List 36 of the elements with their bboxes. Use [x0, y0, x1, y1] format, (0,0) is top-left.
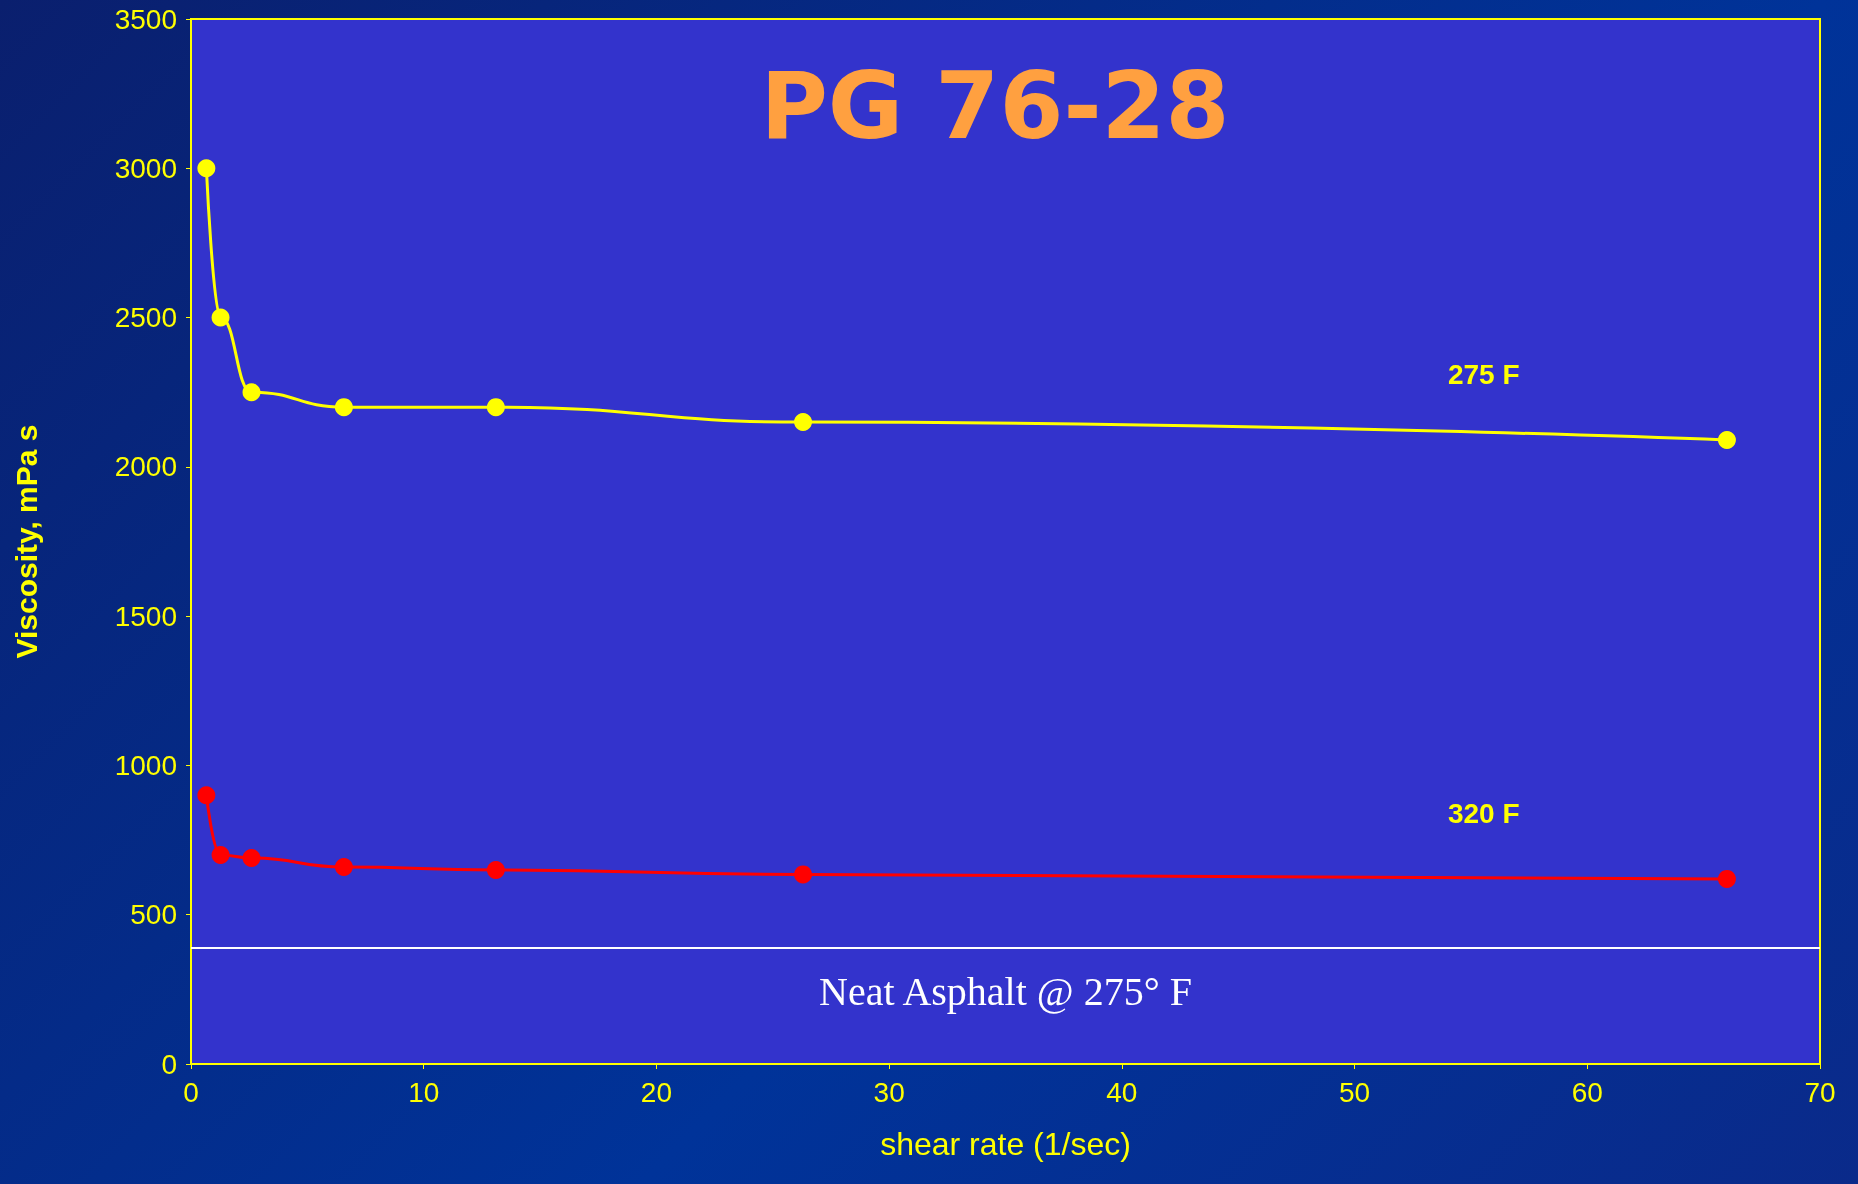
x-tick-label: 20	[640, 1076, 673, 1108]
y-tick-label: 500	[130, 899, 177, 931]
y-tick-label: 1000	[114, 749, 177, 781]
x-axis-title: shear rate (1/sec)	[880, 1126, 1131, 1162]
point	[242, 383, 261, 402]
y-tick-label: 0	[161, 1048, 177, 1080]
point	[794, 413, 813, 432]
point	[211, 846, 230, 864]
point	[1717, 869, 1736, 888]
y-tick-label: 3000	[114, 152, 177, 184]
x-tick-label: 60	[1571, 1076, 1603, 1108]
x-tick-label: 10	[408, 1076, 440, 1108]
x-tick-label: 70	[1804, 1076, 1836, 1108]
x-tick-label: 30	[873, 1076, 905, 1108]
y-tick-label: 3500	[114, 3, 177, 35]
y-tick-label: 1500	[114, 600, 177, 632]
point	[334, 398, 353, 417]
series-label: 275 F	[1447, 359, 1520, 391]
x-tick-label: 50	[1338, 1076, 1371, 1108]
point	[211, 308, 230, 327]
point	[486, 398, 505, 417]
x-tick-label: 40	[1106, 1076, 1138, 1108]
series-label: 320 F	[1447, 798, 1520, 830]
y-axis-title: Viscosity, mPa s	[9, 424, 43, 659]
x-tick-label: 0	[183, 1076, 199, 1108]
point	[486, 860, 505, 879]
point	[334, 857, 353, 876]
ref-line-label: Neat Asphalt @ 275° F	[819, 969, 1192, 1015]
y-tick-label: 2000	[114, 451, 177, 483]
point	[197, 786, 216, 805]
y-tick-label: 2500	[114, 302, 177, 334]
point	[242, 848, 261, 867]
point	[1717, 430, 1736, 449]
point	[197, 159, 216, 178]
chart-title: PG 76-28	[760, 52, 1230, 160]
point	[794, 865, 813, 884]
